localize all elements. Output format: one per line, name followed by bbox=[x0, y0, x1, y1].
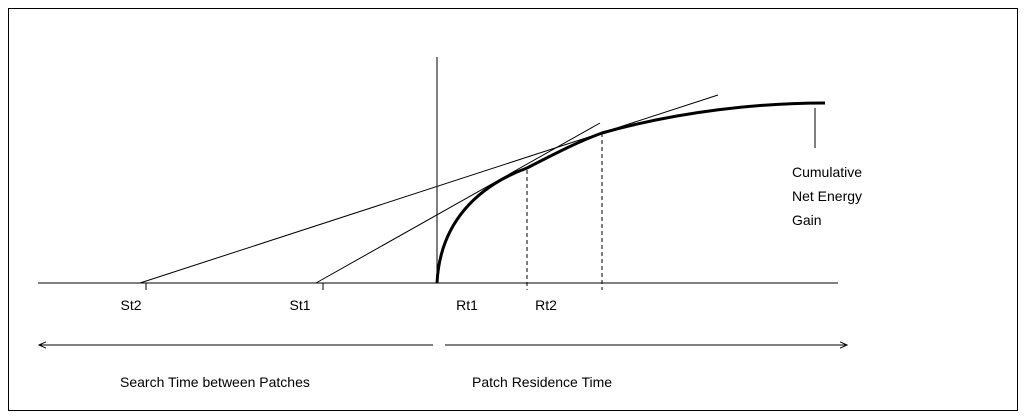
tangent-line bbox=[315, 122, 601, 284]
axis-label: Rt1 bbox=[456, 297, 478, 313]
interval-label: Patch Residence Time bbox=[472, 374, 612, 390]
curve-label: Net Energy bbox=[792, 188, 862, 204]
axis-label: Rt2 bbox=[535, 297, 557, 313]
curve-label: Cumulative bbox=[792, 164, 862, 180]
axis-label: St1 bbox=[289, 297, 310, 313]
axis-label: St2 bbox=[120, 297, 141, 313]
curve-label: Gain bbox=[792, 212, 822, 228]
tangent-line bbox=[139, 94, 719, 284]
frame bbox=[8, 8, 1018, 411]
gain-curve bbox=[435, 101, 826, 284]
interval-label: Search Time between Patches bbox=[120, 374, 310, 390]
